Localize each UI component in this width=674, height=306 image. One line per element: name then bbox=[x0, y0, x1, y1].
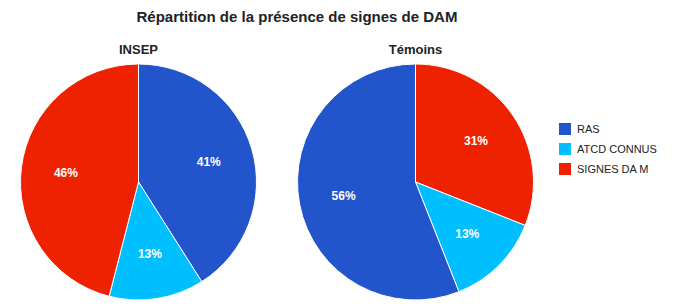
legend-swatch bbox=[559, 143, 571, 155]
pie-group: 31% 13% 56% bbox=[298, 64, 534, 300]
chart-svg: Répartition de la présence de signes de … bbox=[0, 0, 674, 306]
pie-slice bbox=[20, 64, 138, 296]
legend-label: ATCD CONNUS bbox=[577, 143, 657, 155]
legend-label: SIGNES DA M bbox=[577, 163, 649, 175]
legend-item: RAS bbox=[559, 123, 600, 135]
legend-swatch bbox=[559, 163, 571, 175]
pie-group: 41% 13% 46% bbox=[20, 64, 256, 300]
pie-slice bbox=[298, 64, 459, 300]
chart-title: Répartition de la présence de signes de … bbox=[137, 8, 458, 25]
legend-item: ATCD CONNUS bbox=[559, 143, 657, 155]
data-label: 13% bbox=[455, 227, 479, 241]
data-label: 13% bbox=[138, 247, 162, 261]
legend-swatch bbox=[559, 123, 571, 135]
pie-title: Témoins bbox=[389, 42, 442, 57]
data-label: 56% bbox=[332, 189, 356, 203]
legend-label: RAS bbox=[577, 123, 600, 135]
chart-container: Répartition de la présence de signes de … bbox=[0, 0, 674, 306]
data-label: 31% bbox=[464, 134, 488, 148]
pie-title: INSEP bbox=[119, 42, 158, 57]
data-label: 46% bbox=[54, 166, 78, 180]
data-label: 41% bbox=[197, 155, 221, 169]
legend: RAS ATCD CONNUS SIGNES DA M bbox=[559, 123, 657, 175]
legend-item: SIGNES DA M bbox=[559, 163, 649, 175]
pie-slice bbox=[139, 64, 257, 282]
